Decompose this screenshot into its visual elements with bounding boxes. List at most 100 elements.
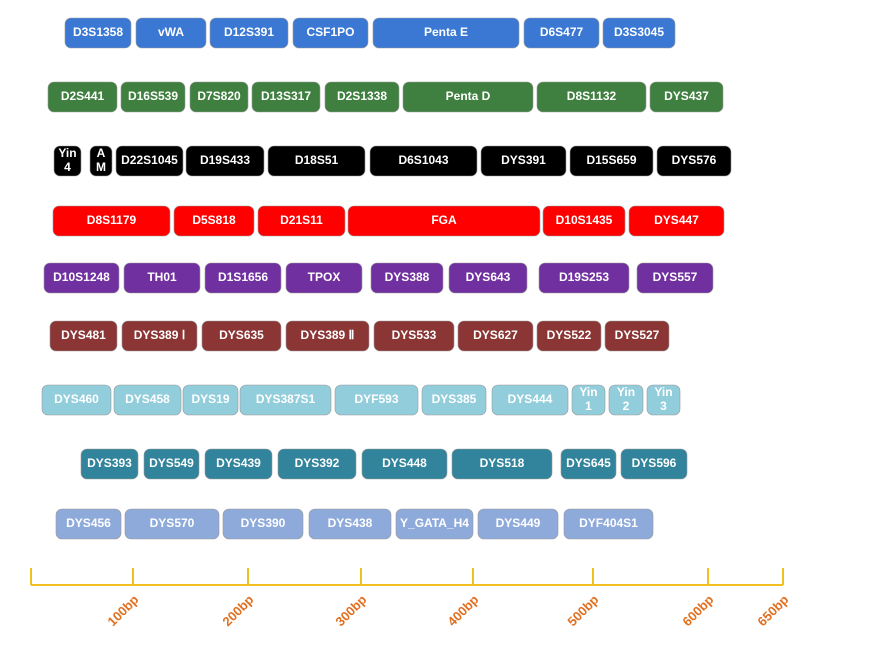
locus-label: Penta D: [446, 89, 491, 103]
locus-label: Yin: [617, 385, 635, 399]
locus-box: [602, 17, 676, 49]
locus-label: D18S51: [295, 153, 339, 167]
locus-label: DYS391: [501, 153, 546, 167]
locus-label: FGA: [431, 213, 457, 227]
locus-box: [124, 508, 220, 540]
locus-box: [173, 205, 255, 237]
axis-tick-label: 600bp: [679, 592, 716, 629]
locus-label: D7S820: [197, 89, 241, 103]
locus-label: 3: [660, 399, 667, 413]
locus-label: DYS643: [466, 270, 511, 284]
locus-box: [43, 262, 120, 294]
locus-label: D2S441: [61, 89, 105, 103]
locus-box: [121, 320, 198, 352]
locus-label: D6S1043: [398, 153, 448, 167]
locus-box: [628, 205, 725, 237]
locus-box: [143, 448, 200, 480]
locus-label: Yin: [58, 146, 76, 160]
locus-label: DYS448: [382, 456, 427, 470]
locus-box: [395, 508, 474, 540]
locus-box: [52, 205, 171, 237]
locus-box: [185, 145, 265, 177]
locus-box: [64, 17, 132, 49]
locus-box: [267, 145, 366, 177]
locus-label: DYS481: [61, 328, 106, 342]
locus-box: [649, 81, 724, 113]
locus-label: DYS392: [295, 456, 340, 470]
locus-box: [123, 262, 201, 294]
locus-label: 4: [64, 160, 71, 174]
locus-box: [120, 81, 186, 113]
locus-box: [457, 320, 534, 352]
locus-label: DYS522: [547, 328, 592, 342]
locus-label: D8S1179: [87, 213, 137, 227]
locus-box: [370, 262, 444, 294]
locus-label: D19S253: [559, 270, 609, 284]
locus-box: [41, 384, 112, 416]
locus-box: [402, 81, 534, 113]
locus-label: Yin: [654, 385, 672, 399]
locus-label: DYS393: [87, 456, 132, 470]
locus-label: DYS645: [566, 456, 611, 470]
locus-label: DYS449: [496, 516, 541, 530]
locus-label: DYS557: [653, 270, 698, 284]
locus-label: DYS389 Ⅱ: [301, 328, 355, 342]
axis-tick-label: 650bp: [754, 592, 791, 629]
locus-label: Penta E: [424, 25, 468, 39]
locus-label: D21S11: [280, 213, 323, 227]
locus-box: [448, 262, 528, 294]
locus-label: DYS437: [664, 89, 709, 103]
axis-tick-label: 500bp: [564, 592, 601, 629]
locus-label: DYF404S1: [579, 516, 638, 530]
locus-box: [361, 448, 448, 480]
locus-label: DYS19: [191, 392, 229, 406]
locus-box: [560, 448, 617, 480]
locus-label: CSF1PO: [306, 25, 354, 39]
locus-label: D15S659: [586, 153, 636, 167]
locus-label: D12S391: [224, 25, 274, 39]
locus-box: [542, 205, 626, 237]
locus-box: [201, 320, 282, 352]
locus-label: vWA: [158, 25, 184, 39]
locus-label: DYS518: [480, 456, 525, 470]
locus-box: [620, 448, 688, 480]
locus-box: [536, 81, 647, 113]
locus-box: [569, 145, 654, 177]
locus-label: D10S1435: [556, 213, 613, 227]
locus-box: [369, 145, 478, 177]
locus-label: DYS527: [615, 328, 660, 342]
locus-label: 1: [585, 399, 592, 413]
locus-label: D3S3045: [614, 25, 664, 39]
locus-box: [135, 17, 207, 49]
locus-box: [646, 384, 681, 416]
locus-box: [656, 145, 732, 177]
locus-box: [636, 262, 714, 294]
locus-label: DYS576: [672, 153, 717, 167]
locus-label: DYS385: [432, 392, 477, 406]
locus-box: [451, 448, 553, 480]
locus-box: [480, 145, 567, 177]
locus-box: [477, 508, 559, 540]
locus-box: [204, 448, 273, 480]
locus-box: [334, 384, 419, 416]
locus-box: [538, 262, 630, 294]
locus-box: [324, 81, 400, 113]
locus-box: [421, 384, 487, 416]
locus-label: D2S1338: [337, 89, 387, 103]
locus-box: [257, 205, 346, 237]
locus-box: [536, 320, 602, 352]
locus-box: [115, 145, 184, 177]
locus-box: [189, 81, 249, 113]
locus-label: DYS458: [125, 392, 170, 406]
locus-label: DYS439: [216, 456, 261, 470]
locus-box: [53, 145, 82, 177]
locus-box: [251, 81, 321, 113]
locus-box: [113, 384, 182, 416]
locus-box: [571, 384, 606, 416]
locus-label: DYS549: [149, 456, 194, 470]
locus-label: DYS388: [385, 270, 430, 284]
locus-box: [277, 448, 357, 480]
locus-label: DYS447: [654, 213, 699, 227]
locus-label: Y_GATA_H4: [400, 516, 469, 530]
